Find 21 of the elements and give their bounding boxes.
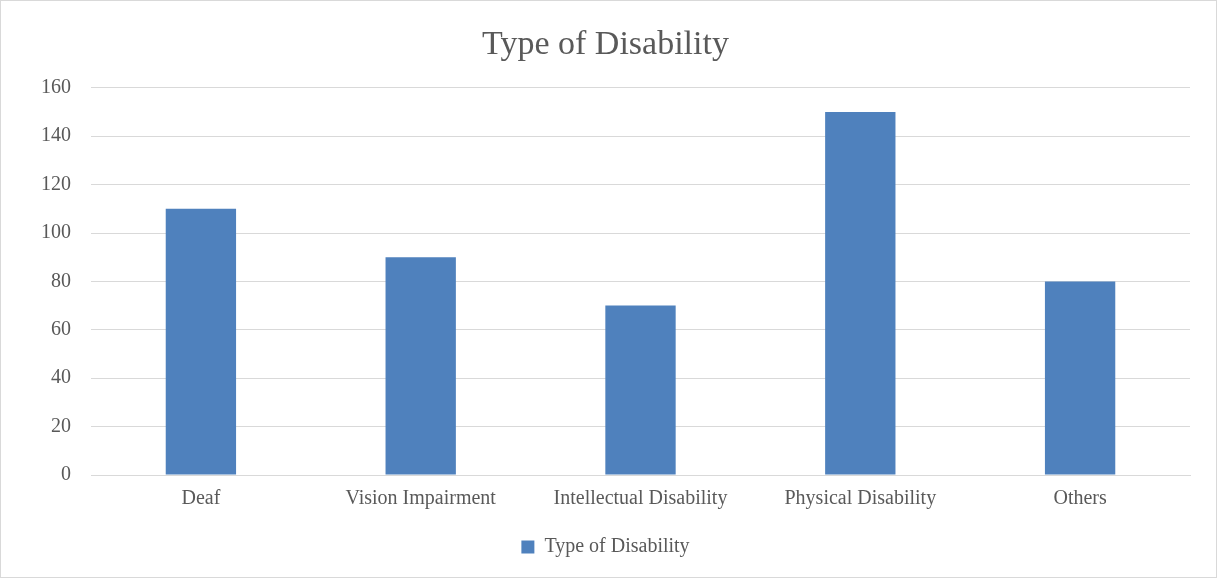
x-tick-label: Others: [1053, 486, 1107, 509]
bar: [605, 305, 676, 475]
bar: [385, 257, 456, 475]
y-tick-label: 20: [51, 413, 71, 436]
bar: [825, 112, 896, 475]
x-tick-label: Intellectual Disability: [553, 486, 728, 510]
y-tick-label: 160: [41, 75, 71, 98]
x-tick-label: Deaf: [181, 486, 221, 509]
x-tick-label: Physical Disability: [784, 486, 937, 510]
y-tick-label: 40: [51, 365, 71, 388]
y-tick-label: 100: [41, 220, 71, 243]
y-tick-label: 80: [51, 268, 71, 291]
y-tick-label: 140: [41, 123, 71, 146]
y-tick-label: 60: [51, 317, 71, 340]
y-tick-label: 120: [41, 171, 71, 194]
bar: [165, 208, 237, 475]
legend-label: Type of Disability: [544, 534, 690, 558]
bar: [1044, 281, 1116, 475]
chart-title: Type of Disability: [482, 24, 729, 62]
y-tick-label: 0: [61, 462, 71, 485]
x-tick-label: Vision Impairment: [345, 486, 497, 510]
